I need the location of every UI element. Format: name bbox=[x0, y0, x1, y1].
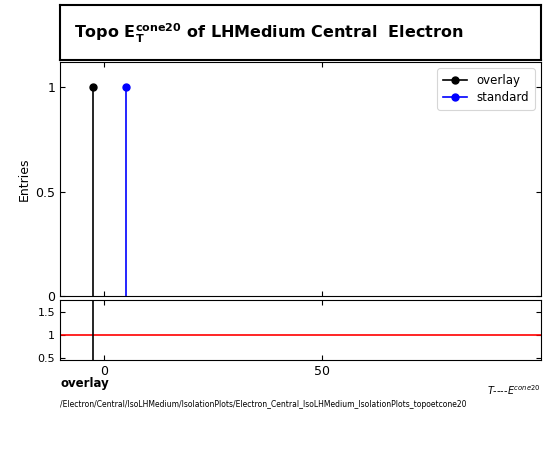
Text: $T\text{----}E^{cone20}$: $T\text{----}E^{cone20}$ bbox=[487, 383, 541, 397]
Text: overlay: overlay bbox=[60, 377, 109, 389]
Text: Topo $\mathbf{E_T^{cone20}}$ of LHMedium Central  Electron: Topo $\mathbf{E_T^{cone20}}$ of LHMedium… bbox=[74, 22, 464, 45]
Legend: overlay, standard: overlay, standard bbox=[437, 68, 535, 109]
Y-axis label: Entries: Entries bbox=[18, 157, 31, 201]
Text: /Electron/Central/IsoLHMedium/IsolationPlots/Electron_Central_IsoLHMedium_Isolat: /Electron/Central/IsoLHMedium/IsolationP… bbox=[60, 400, 467, 408]
